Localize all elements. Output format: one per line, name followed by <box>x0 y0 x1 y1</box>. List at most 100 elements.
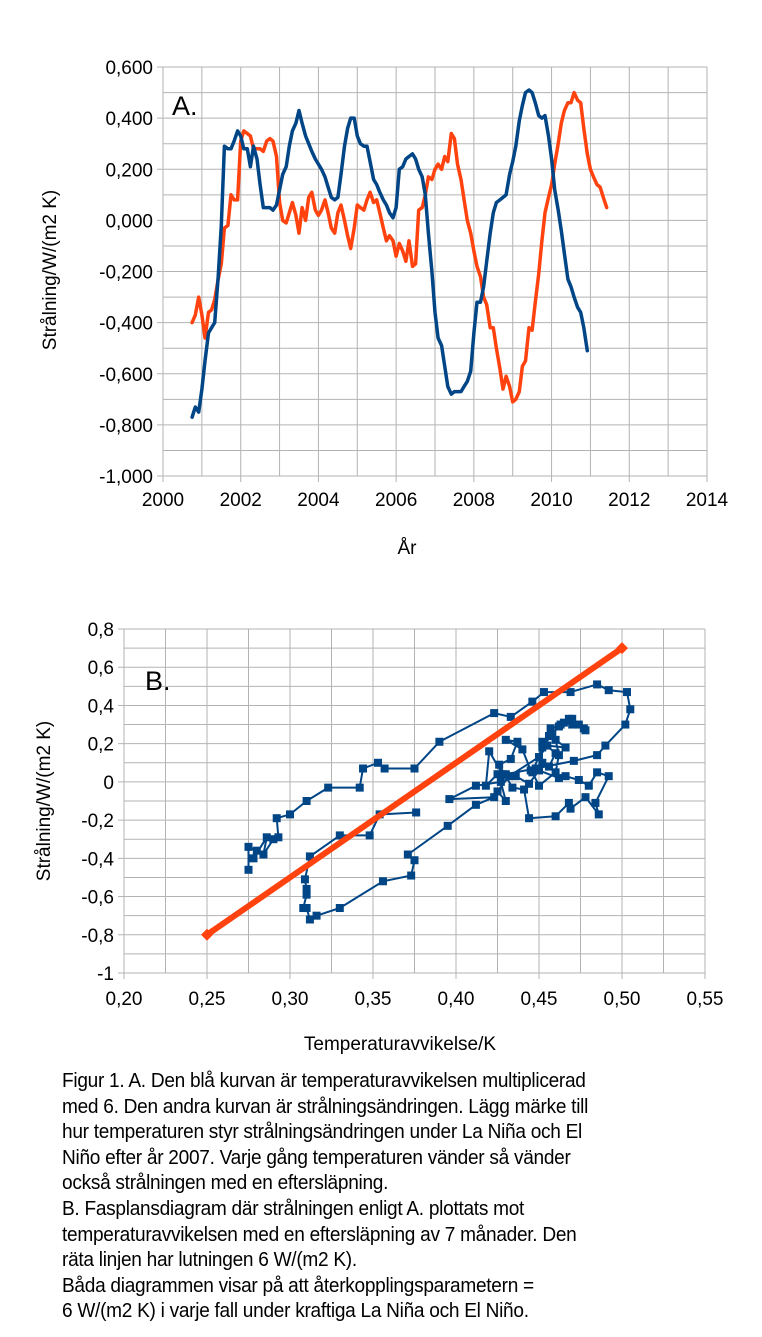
data-point-marker <box>378 877 387 886</box>
caption-line: med 6. Den andra kurvan är strålningsänd… <box>62 1094 589 1118</box>
x-tick-label: 0,25 <box>189 989 226 1010</box>
data-point-marker <box>568 720 577 729</box>
data-point-marker <box>621 720 630 729</box>
slope-line-endpoint-marker <box>616 642 628 655</box>
x-tick-label: 0,55 <box>687 989 724 1010</box>
data-point-marker <box>548 730 557 739</box>
data-point-marker <box>305 852 314 861</box>
data-point-marker <box>324 783 333 792</box>
x-tick-label: 2006 <box>375 490 417 511</box>
data-point-marker <box>554 751 563 760</box>
data-point-marker <box>501 735 510 744</box>
data-point-marker <box>593 768 602 777</box>
data-point-marker <box>538 737 547 746</box>
data-point-marker <box>506 754 515 763</box>
caption-line: också strålningen med en eftersläpning. <box>62 1171 389 1195</box>
data-point-marker <box>561 743 570 752</box>
data-point-marker <box>593 751 602 760</box>
y-tick-label: 0,000 <box>105 211 153 232</box>
data-point-marker <box>505 772 514 781</box>
chart-a-series <box>190 88 609 419</box>
data-point-marker <box>495 760 504 769</box>
data-point-marker <box>335 831 344 840</box>
data-point-marker <box>518 745 527 754</box>
data-point-marker <box>493 770 502 779</box>
data-point-marker <box>508 783 517 792</box>
y-tick-label: -0,200 <box>99 263 153 284</box>
x-tick-label: 0,40 <box>438 989 475 1010</box>
data-point-marker <box>485 747 494 756</box>
data-point-marker <box>544 762 553 771</box>
data-point-marker <box>546 724 555 733</box>
chart-b-panel-label: B. <box>145 666 171 696</box>
slope-line-endpoint-marker <box>201 928 213 941</box>
data-point-marker <box>511 772 520 781</box>
caption-line: 6 W/(m2 K) i varje fall under kraftiga L… <box>62 1299 529 1323</box>
data-point-marker <box>302 884 311 893</box>
data-point-marker <box>403 850 412 859</box>
data-point-marker <box>568 714 577 723</box>
caption-line: Båda diagrammen visar på att återkopplin… <box>62 1273 534 1297</box>
data-point-marker <box>312 911 321 920</box>
y-tick-label: -0,400 <box>99 314 153 335</box>
x-tick-label: 2004 <box>297 490 340 511</box>
data-point-marker <box>538 743 547 752</box>
x-tick-label: 0,20 <box>106 989 143 1010</box>
data-point-marker <box>535 781 543 790</box>
data-point-marker <box>373 758 382 767</box>
data-point-marker <box>252 846 261 855</box>
caption-line: Niño efter år 2007. Varje gång temperatu… <box>62 1145 571 1169</box>
data-point-marker <box>286 810 294 819</box>
data-point-marker <box>498 770 507 779</box>
data-point-marker <box>445 795 454 804</box>
data-point-marker <box>566 804 575 813</box>
data-point-marker <box>490 709 499 718</box>
data-point-marker <box>244 865 253 874</box>
chart-b-gridlines <box>118 628 706 979</box>
data-point-marker <box>551 812 560 821</box>
figure-caption: Figur 1. A. Den blå kurvan är temperatur… <box>62 1068 704 1324</box>
data-point-marker <box>493 787 502 796</box>
data-point-marker <box>564 798 573 807</box>
chart-a-y-axis-title: Strålning/W/(m2 K) <box>40 190 61 350</box>
data-point-marker <box>520 785 529 794</box>
data-point-marker <box>538 758 547 767</box>
slope-line <box>205 645 624 938</box>
chart-b: 0,80,60,40,20-0,2-0,4-0,6-0,8-1 0,20 0,25… <box>34 620 724 1055</box>
data-point-marker <box>471 800 480 809</box>
series-line-temperature <box>190 88 590 419</box>
data-point-marker <box>274 833 283 842</box>
data-point-marker <box>380 764 389 773</box>
y-tick-label: 0,400 <box>105 109 153 130</box>
series-line-radiation <box>190 90 609 404</box>
data-point-marker <box>412 808 421 817</box>
y-tick-label: -1 <box>97 964 114 985</box>
data-point-marker <box>244 842 253 851</box>
x-tick-label: 2010 <box>530 490 572 511</box>
data-point-marker <box>604 686 613 695</box>
y-tick-label: 0,8 <box>88 620 114 641</box>
data-point-marker <box>528 697 537 706</box>
data-point-marker <box>259 850 268 859</box>
data-point-marker <box>525 779 534 788</box>
caption-line: hur temperaturen styr strålningsändringe… <box>62 1120 583 1144</box>
data-point-marker <box>569 756 578 765</box>
y-tick-label: 0,6 <box>88 658 114 679</box>
data-point-marker <box>249 854 258 863</box>
data-point-marker <box>626 705 635 714</box>
x-tick-label: 2002 <box>220 490 262 511</box>
data-point-marker <box>506 712 515 721</box>
chart-b-series <box>201 642 635 941</box>
data-point-marker <box>561 772 570 781</box>
y-tick-label: -0,6 <box>81 888 114 909</box>
data-point-marker <box>543 741 552 750</box>
data-point-marker <box>574 775 583 784</box>
data-point-marker <box>604 772 613 781</box>
data-point-marker <box>554 774 563 783</box>
y-tick-label: -0,600 <box>99 365 153 386</box>
caption-line: räta linjen har lutningen 6 W/(m2 K). <box>62 1248 357 1272</box>
data-point-marker <box>471 781 480 790</box>
data-point-marker <box>584 781 593 790</box>
caption-line: B. Fasplansdiagram där strålningen enlig… <box>62 1196 525 1220</box>
data-point-marker <box>513 737 522 746</box>
